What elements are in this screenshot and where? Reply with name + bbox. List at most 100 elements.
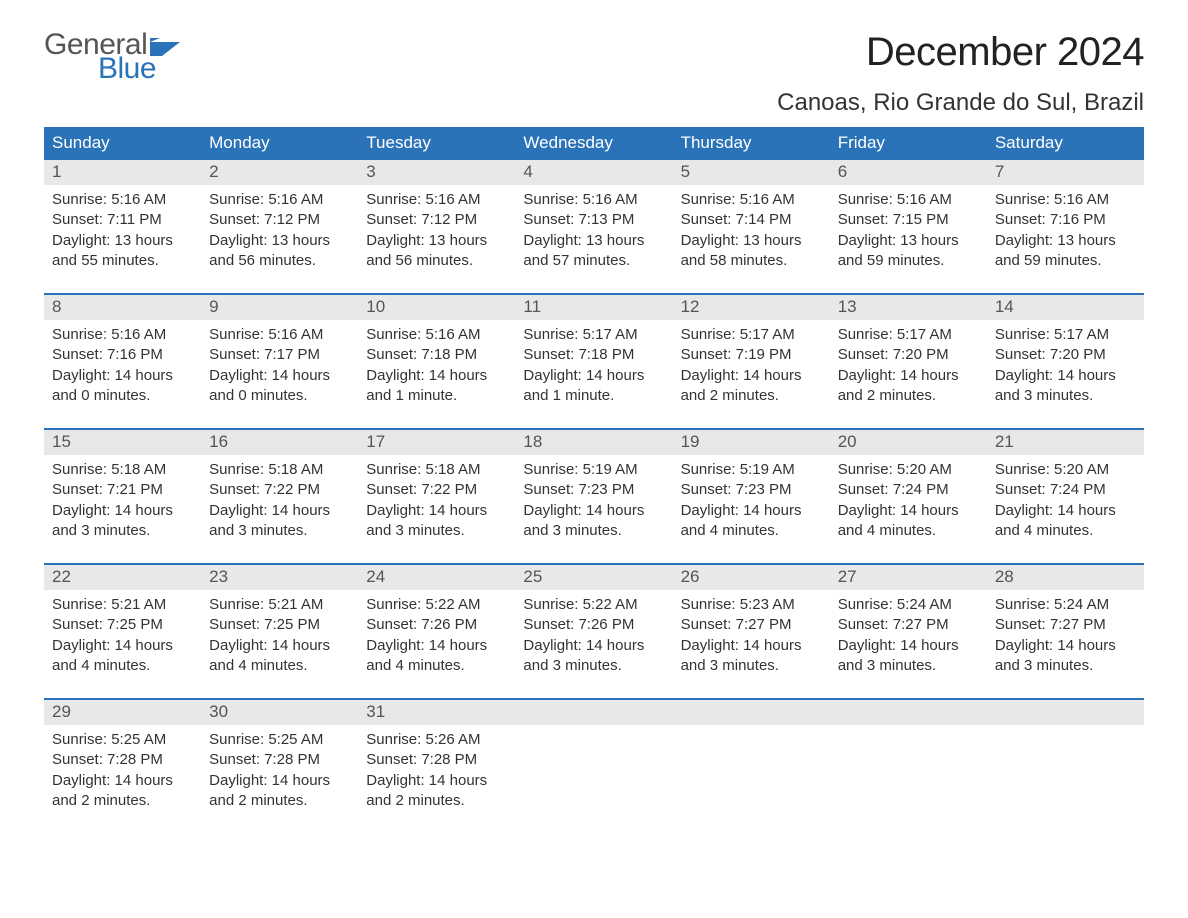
daynum-row: 1234567: [44, 160, 1144, 185]
sunset-text: Sunset: 7:27 PM: [838, 615, 979, 635]
daylight-text-2: and 3 minutes.: [523, 656, 664, 676]
logo: General Blue: [44, 30, 180, 84]
sunrise-text: Sunrise: 5:16 AM: [681, 190, 822, 210]
daylight-text-2: and 2 minutes.: [838, 386, 979, 406]
sunset-text: Sunset: 7:26 PM: [366, 615, 507, 635]
daynum-row: 891011121314: [44, 295, 1144, 320]
day-number: 8: [44, 295, 201, 320]
sunset-text: Sunset: 7:21 PM: [52, 480, 193, 500]
daylight-text-2: and 3 minutes.: [366, 521, 507, 541]
sunrise-text: Sunrise: 5:19 AM: [523, 460, 664, 480]
day-number: 19: [673, 430, 830, 455]
sunrise-text: Sunrise: 5:24 AM: [838, 595, 979, 615]
day-number: 5: [673, 160, 830, 185]
day-number: 1: [44, 160, 201, 185]
sunrise-text: Sunrise: 5:16 AM: [366, 325, 507, 345]
daylight-text-2: and 2 minutes.: [681, 386, 822, 406]
day-number: 26: [673, 565, 830, 590]
day-cell: Sunrise: 5:22 AMSunset: 7:26 PMDaylight:…: [515, 590, 672, 680]
daylight-text-2: and 3 minutes.: [209, 521, 350, 541]
day-cell: Sunrise: 5:17 AMSunset: 7:18 PMDaylight:…: [515, 320, 672, 410]
day-cell: Sunrise: 5:19 AMSunset: 7:23 PMDaylight:…: [673, 455, 830, 545]
sunrise-text: Sunrise: 5:16 AM: [523, 190, 664, 210]
sunset-text: Sunset: 7:28 PM: [52, 750, 193, 770]
day-number: 27: [830, 565, 987, 590]
day-number: 7: [987, 160, 1144, 185]
day-number: 20: [830, 430, 987, 455]
daylight-text-2: and 59 minutes.: [995, 251, 1136, 271]
sunrise-text: Sunrise: 5:20 AM: [838, 460, 979, 480]
dow-cell: Saturday: [987, 127, 1144, 160]
day-number: [830, 700, 987, 725]
day-cell: Sunrise: 5:18 AMSunset: 7:21 PMDaylight:…: [44, 455, 201, 545]
day-number: 9: [201, 295, 358, 320]
daylight-text-1: Daylight: 13 hours: [995, 231, 1136, 251]
day-cell: Sunrise: 5:21 AMSunset: 7:25 PMDaylight:…: [44, 590, 201, 680]
daylight-text-2: and 56 minutes.: [209, 251, 350, 271]
flag-icon: [150, 38, 180, 56]
daylight-text-2: and 3 minutes.: [995, 386, 1136, 406]
sunset-text: Sunset: 7:16 PM: [995, 210, 1136, 230]
sunrise-text: Sunrise: 5:24 AM: [995, 595, 1136, 615]
day-cell: Sunrise: 5:16 AMSunset: 7:16 PMDaylight:…: [987, 185, 1144, 275]
daylight-text-1: Daylight: 14 hours: [523, 636, 664, 656]
day-cell: Sunrise: 5:24 AMSunset: 7:27 PMDaylight:…: [987, 590, 1144, 680]
day-number: 10: [358, 295, 515, 320]
daylight-text-2: and 3 minutes.: [995, 656, 1136, 676]
daylight-text-2: and 4 minutes.: [52, 656, 193, 676]
sunset-text: Sunset: 7:15 PM: [838, 210, 979, 230]
sunrise-text: Sunrise: 5:16 AM: [209, 190, 350, 210]
day-number: 2: [201, 160, 358, 185]
daylight-text-2: and 3 minutes.: [52, 521, 193, 541]
sunset-text: Sunset: 7:28 PM: [209, 750, 350, 770]
day-cell: Sunrise: 5:23 AMSunset: 7:27 PMDaylight:…: [673, 590, 830, 680]
day-cell: Sunrise: 5:16 AMSunset: 7:13 PMDaylight:…: [515, 185, 672, 275]
sunrise-text: Sunrise: 5:17 AM: [838, 325, 979, 345]
day-cell: [830, 725, 987, 815]
daylight-text-1: Daylight: 14 hours: [209, 501, 350, 521]
sunrise-text: Sunrise: 5:23 AM: [681, 595, 822, 615]
sunset-text: Sunset: 7:14 PM: [681, 210, 822, 230]
sunrise-text: Sunrise: 5:25 AM: [52, 730, 193, 750]
daylight-text-1: Daylight: 13 hours: [52, 231, 193, 251]
day-number: 28: [987, 565, 1144, 590]
daylight-text-1: Daylight: 14 hours: [52, 501, 193, 521]
day-number: 29: [44, 700, 201, 725]
sunrise-text: Sunrise: 5:21 AM: [52, 595, 193, 615]
daylight-text-1: Daylight: 14 hours: [838, 366, 979, 386]
day-cell: Sunrise: 5:18 AMSunset: 7:22 PMDaylight:…: [358, 455, 515, 545]
sunrise-text: Sunrise: 5:25 AM: [209, 730, 350, 750]
day-cell: Sunrise: 5:17 AMSunset: 7:20 PMDaylight:…: [987, 320, 1144, 410]
sunrise-text: Sunrise: 5:17 AM: [681, 325, 822, 345]
sunset-text: Sunset: 7:17 PM: [209, 345, 350, 365]
day-number: 16: [201, 430, 358, 455]
day-cell: Sunrise: 5:22 AMSunset: 7:26 PMDaylight:…: [358, 590, 515, 680]
sunrise-text: Sunrise: 5:20 AM: [995, 460, 1136, 480]
day-number: 25: [515, 565, 672, 590]
daylight-text-1: Daylight: 13 hours: [366, 231, 507, 251]
daylight-text-1: Daylight: 14 hours: [209, 771, 350, 791]
day-number: 31: [358, 700, 515, 725]
day-cell: Sunrise: 5:16 AMSunset: 7:16 PMDaylight:…: [44, 320, 201, 410]
daylight-text-2: and 4 minutes.: [838, 521, 979, 541]
daylight-text-1: Daylight: 14 hours: [52, 366, 193, 386]
daylight-text-2: and 0 minutes.: [52, 386, 193, 406]
sunset-text: Sunset: 7:25 PM: [209, 615, 350, 635]
daylight-text-1: Daylight: 14 hours: [366, 636, 507, 656]
sunset-text: Sunset: 7:16 PM: [52, 345, 193, 365]
week-row: 22232425262728Sunrise: 5:21 AMSunset: 7:…: [44, 563, 1144, 680]
sunset-text: Sunset: 7:25 PM: [52, 615, 193, 635]
sunset-text: Sunset: 7:22 PM: [209, 480, 350, 500]
day-cell: [987, 725, 1144, 815]
sunrise-text: Sunrise: 5:17 AM: [995, 325, 1136, 345]
daylight-text-1: Daylight: 14 hours: [366, 501, 507, 521]
daylight-text-1: Daylight: 14 hours: [209, 366, 350, 386]
sunrise-text: Sunrise: 5:18 AM: [52, 460, 193, 480]
day-number: 22: [44, 565, 201, 590]
sunrise-text: Sunrise: 5:16 AM: [52, 325, 193, 345]
sunrise-text: Sunrise: 5:16 AM: [838, 190, 979, 210]
day-number: 12: [673, 295, 830, 320]
dow-cell: Sunday: [44, 127, 201, 160]
daylight-text-1: Daylight: 13 hours: [838, 231, 979, 251]
daylight-text-1: Daylight: 14 hours: [838, 501, 979, 521]
